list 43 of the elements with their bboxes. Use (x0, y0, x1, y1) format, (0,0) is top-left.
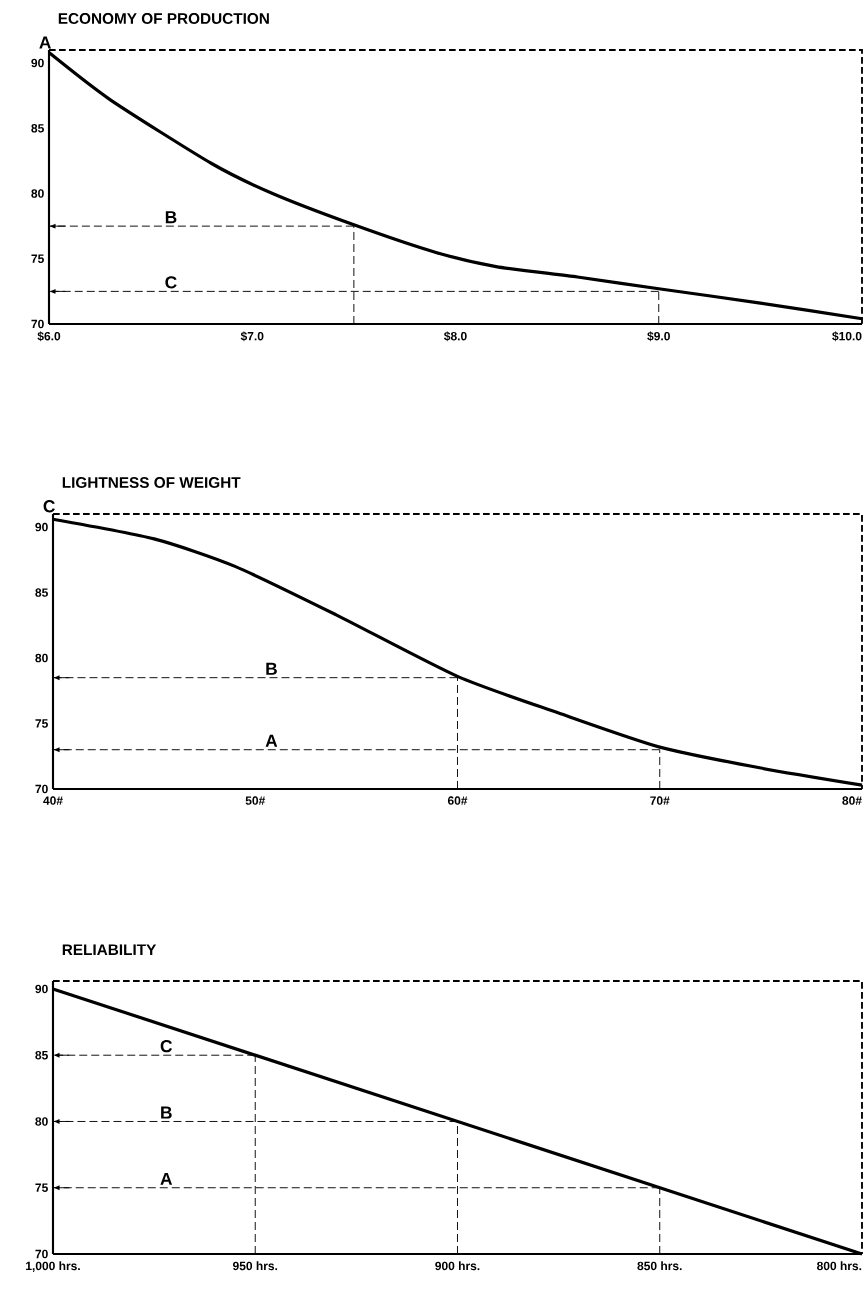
ref-line-label: B (266, 662, 277, 675)
y-tick-label: 75 (35, 1183, 48, 1192)
x-tick-label: $9.0 (647, 331, 670, 342)
text: A (39, 36, 51, 49)
y-tick-label: 70 (35, 784, 48, 794)
ref-line-label: B (165, 211, 177, 224)
y-tick-label: 80 (35, 1117, 48, 1126)
x-tick-label: 850 hrs. (637, 1261, 682, 1271)
y-tick-label: 90 (35, 984, 48, 994)
x-tick-label: $8.0 (443, 331, 467, 342)
chart-title: ECONOMY OF PRODUCTION (58, 13, 269, 24)
x-tick-label: $10.0 (832, 331, 862, 342)
text: C (43, 500, 55, 513)
x-tick-label: 950 hrs. (232, 1261, 278, 1271)
x-tick-label: 1,000 hrs. (26, 1261, 80, 1272)
y-tick-label: 70 (31, 319, 44, 329)
y-tick-label: 85 (35, 1050, 48, 1060)
x-tick-label: 70# (650, 796, 670, 805)
y-tick-label: 75 (35, 719, 48, 728)
y-tick-label: 85 (31, 124, 44, 133)
ref-line-label: A (265, 734, 278, 747)
y-tick-label: 80 (31, 189, 44, 198)
y-tick-label: 75 (31, 254, 44, 263)
x-tick-label: 40# (43, 796, 63, 805)
y-tick-label: 80 (35, 653, 48, 663)
line-series (51, 517, 864, 787)
ref-line-label: B (161, 1106, 172, 1119)
y-tick-label: 70 (35, 1249, 48, 1259)
x-tick-label: 50# (245, 796, 266, 805)
y-tick-label: 90 (35, 522, 48, 532)
y-tick-label: 85 (35, 588, 48, 597)
ref-line-label: C (160, 1040, 173, 1053)
x-tick-label: $6.0 (37, 331, 61, 342)
ref-line-label: A (160, 1172, 173, 1185)
x-tick-label: 900 hrs. (435, 1261, 480, 1271)
chart-title: RELIABILITY (62, 944, 157, 955)
chart-title: LIGHTNESS OF WEIGHT (62, 477, 241, 488)
x-tick-label: 60# (447, 796, 468, 805)
x-tick-label: 80# (842, 796, 862, 805)
y-tick-label: 90 (31, 58, 44, 68)
x-tick-label: 800 hrs. (817, 1261, 862, 1271)
ref-line-label: C (165, 276, 177, 289)
x-tick-label: $7.0 (240, 331, 264, 342)
